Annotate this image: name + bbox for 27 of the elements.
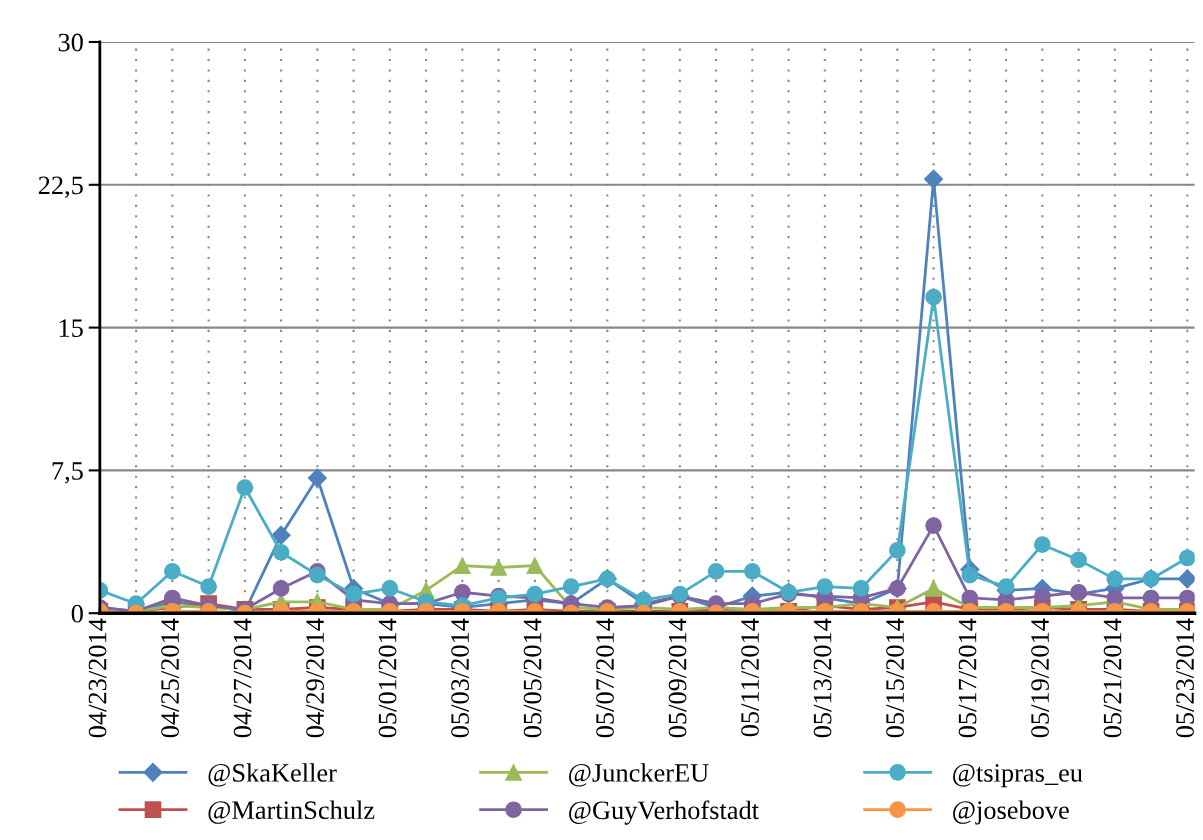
x-tick-label: 05/21/2014 xyxy=(1103,618,1122,738)
y-tick-label: 0 xyxy=(71,604,83,623)
legend-label: @tsipras_eu xyxy=(953,763,1083,788)
x-tick-label: 04/29/2014 xyxy=(306,618,324,738)
y-tick-label: 7,5 xyxy=(52,462,83,484)
y-tick-label: 22,5 xyxy=(38,176,83,199)
x-tick-label: 05/05/2014 xyxy=(523,618,542,738)
x-tick-label: 05/13/2014 xyxy=(813,618,832,738)
y-tick-label: 15 xyxy=(59,319,83,338)
x-tick-label: 05/11/2014 xyxy=(741,618,759,737)
x-tick-label: 05/03/2014 xyxy=(451,618,469,738)
legend-label: @SkaKeller xyxy=(208,763,337,787)
x-tick-label: 05/09/2014 xyxy=(668,618,687,738)
x-tick-label: 05/17/2014 xyxy=(958,618,977,738)
x-tick-label: 04/27/2014 xyxy=(233,618,252,738)
legend-label: @josebove xyxy=(953,800,1069,825)
x-tick-label: 05/19/2014 xyxy=(1031,618,1049,738)
y-tick-label: 30 xyxy=(58,33,83,52)
legend-label: @JunckerEU xyxy=(569,763,709,787)
x-tick-label: 05/01/2014 xyxy=(378,618,397,738)
x-tick-label: 05/23/2014 xyxy=(1176,618,1194,738)
x-tick-label: 05/07/2014 xyxy=(596,618,614,738)
legend-label: @GuyVerhofstadt xyxy=(569,800,759,825)
x-tick-label: 04/23/2014 xyxy=(88,618,107,738)
x-tick-label: 05/15/2014 xyxy=(886,618,904,738)
legend-label: @MartinSchulz xyxy=(208,800,375,824)
x-tick-label: 04/25/2014 xyxy=(161,618,179,738)
